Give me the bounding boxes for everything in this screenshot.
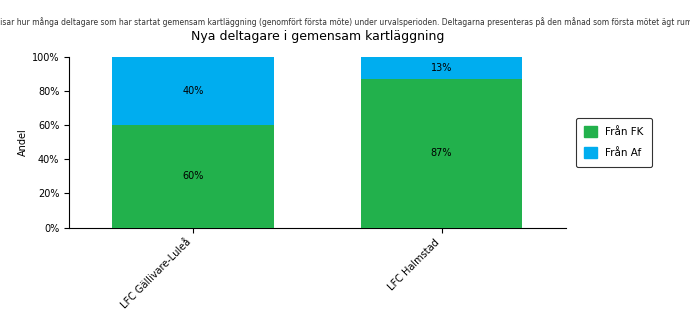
Bar bbox=[361, 57, 522, 79]
Text: 13%: 13% bbox=[431, 63, 452, 73]
Text: 87%: 87% bbox=[431, 148, 453, 158]
Text: 60%: 60% bbox=[183, 171, 204, 181]
Title: Nya deltagare i gemensam kartläggning: Nya deltagare i gemensam kartläggning bbox=[190, 30, 444, 43]
Text: Visar hur många deltagare som har startat gemensam kartläggning (genomfört först: Visar hur många deltagare som har starta… bbox=[0, 17, 690, 27]
Legend: Från FK, Från Af: Från FK, Från Af bbox=[576, 118, 652, 167]
Y-axis label: Andel: Andel bbox=[18, 128, 28, 156]
Bar bbox=[112, 125, 274, 228]
Bar bbox=[361, 79, 522, 228]
Text: 40%: 40% bbox=[183, 86, 204, 96]
Bar bbox=[112, 57, 274, 125]
